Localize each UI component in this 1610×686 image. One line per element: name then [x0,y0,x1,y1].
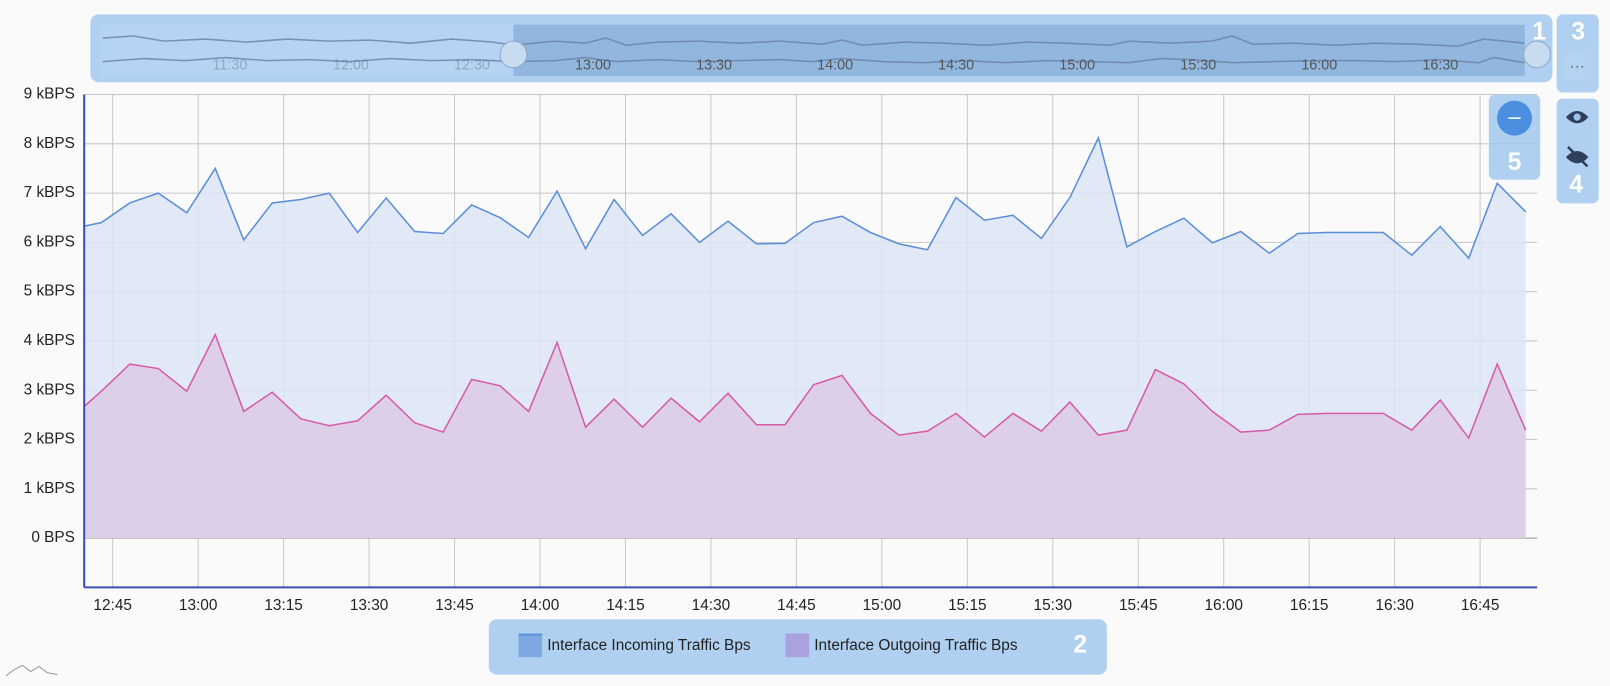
overlay-label: 4 [1569,171,1583,198]
y-tick-label: 0 BPS [31,529,75,546]
eye-pupil [1573,113,1581,121]
axis-labels: 0 BPS 1 kBPS 2 kBPS 3 kBPS 4 kBPS 5 kBPS 6 kBP… [24,86,1500,614]
scrollbar-label: 15:30 [1180,58,1216,74]
legend-item[interactable]: Interface Outgoing Traffic Bps [785,633,1018,658]
x-tick-label: 13:45 [435,597,474,614]
x-tick-label: 16:45 [1461,597,1500,614]
menu-dot [1570,65,1574,68]
scrollbar-label: 14:30 [938,58,974,74]
scrollbar-unselected [100,24,514,77]
y-tick-label: 8 kBPS [24,135,75,152]
legend-label: Interface Incoming Traffic Bps [547,637,751,654]
logo [5,664,58,677]
scrollbar-label: 13:30 [696,58,732,74]
scrollbar-label: 12:30 [454,58,490,74]
scrollbar-label: 14:00 [817,58,853,74]
line [83,332,1527,440]
x-tick-label: 15:30 [1034,597,1073,614]
scrollbar-grip-left[interactable] [499,40,528,69]
x-tick-label: 15:15 [948,597,987,614]
areas [84,137,1526,539]
legend-item[interactable]: Interface Incoming Traffic Bps [518,633,751,658]
scrollbar-labels: 11:30 12:00 12:30 13:00 13:30 14:00 14:30 15:00… [212,58,1458,74]
x-tick-label: 16:30 [1375,597,1414,614]
x-tick-label: 13:00 [179,597,218,614]
x-tick-label: 13:15 [264,597,303,614]
y-tick-label: 7 kBPS [24,184,75,201]
x-tick-label: 14:15 [606,597,645,614]
scrollbar-preview-line [102,56,1525,64]
y-tick-label: 2 kBPS [24,431,75,448]
overlay-label: 1 [1532,18,1546,45]
hide-all-button[interactable] [1565,145,1589,168]
lines [83,135,1527,440]
scrollbar-preview-line [102,35,1525,48]
scrollbar-label: 12:00 [333,58,369,74]
menu-dot [1576,65,1579,68]
visibility-panel [1556,98,1599,204]
legend-swatch [518,633,543,658]
x-tick-label: 16:00 [1204,597,1243,614]
x-tick-label: 13:30 [350,597,389,614]
scrollbar-label: 15:00 [1059,58,1095,74]
line [84,135,1527,260]
x-tick-label: 16:15 [1290,597,1329,614]
legend[interactable]: Interface Incoming Traffic Bps Interface … [518,633,1018,658]
legend-label: Interface Outgoing Traffic Bps [814,637,1018,654]
x-tick-label: 14:00 [521,597,560,614]
y-tick-label: 4 kBPS [24,332,75,349]
y-tick-label: 5 kBPS [24,283,75,300]
show-all-button[interactable] [1565,110,1589,124]
scrollbar-label: 16:00 [1301,58,1337,74]
y-tick-label: 1 kBPS [24,480,75,497]
overlay-label: 3 [1571,18,1585,45]
y-tick-label: 9 kBPS [24,86,75,103]
area [84,334,1526,539]
x-tick-label: 15:45 [1119,597,1158,614]
overlay-label: 2 [1073,631,1087,658]
x-tick-label: 14:30 [692,597,731,614]
x-tick-label: 12:45 [93,597,132,614]
x-tick-label: 14:45 [777,597,816,614]
eye-off-slash [1566,145,1589,168]
legend-swatch [785,633,810,658]
scrollbar-label: 13:00 [575,58,611,74]
y-tick-label: 6 kBPS [24,233,75,250]
overlay-label: 5 [1508,149,1522,176]
scrollbar[interactable]: 11:30 12:00 12:30 13:00 13:30 14:00 14:30 15:00… [90,14,1553,83]
x-tick-label: 15:00 [863,597,902,614]
scrollbar-selection[interactable] [513,24,1525,77]
y-tick-label: 3 kBPS [24,381,75,398]
scrollbar-label: 16:30 [1422,58,1458,74]
menu-dot [1581,65,1584,68]
scrollbar-grip-right[interactable] [1523,40,1551,69]
scrollbar-label: 11:30 [212,58,247,74]
